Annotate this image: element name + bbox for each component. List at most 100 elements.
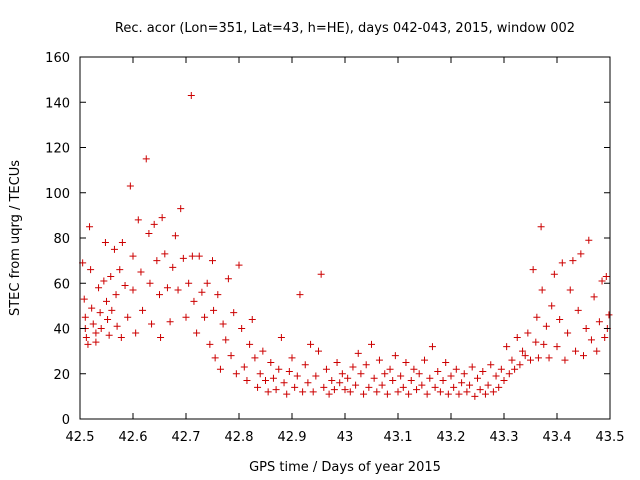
data-point [474,374,481,382]
x-tick-label: 43.2 [437,430,466,445]
data-point [463,388,471,396]
data-point [113,322,121,330]
data-point [336,379,344,387]
data-point [254,383,262,391]
data-point [580,352,587,360]
y-tick-label: 140 [45,96,70,111]
data-point [410,365,418,373]
data-point [577,250,585,258]
data-point [188,252,196,260]
data-point [533,313,541,321]
data-point [104,315,112,323]
data-point [545,354,553,362]
data-point [285,367,293,375]
data-point [386,365,394,373]
data-point [328,377,336,385]
data-point [428,343,436,351]
data-point [110,245,118,253]
data-point [124,313,132,321]
data-point [492,372,500,380]
data-point [246,340,254,348]
data-point [81,313,89,321]
data-point [519,347,527,355]
data-point [235,261,243,269]
data-point [158,214,166,222]
data-point [439,377,447,385]
data-point [532,338,540,346]
data-point [550,270,558,278]
data-point [206,340,214,348]
data-point [142,155,150,163]
data-point [423,390,431,398]
data-point [521,352,529,360]
data-point [452,365,460,373]
data-point [101,239,109,247]
data-point [540,340,548,348]
data-point [201,313,209,321]
data-point [538,286,546,294]
data-point [442,358,450,366]
data-point [602,272,610,280]
data-point [92,338,100,346]
data-point [307,340,315,348]
data-point [370,374,378,382]
data-point [378,381,386,389]
data-point [179,254,187,262]
data-point [479,367,487,375]
data-point [137,268,145,276]
data-point [375,356,383,364]
data-point [203,279,211,287]
data-point [534,354,542,362]
data-point [561,356,569,364]
data-point [177,205,185,213]
data-point [585,236,593,244]
data-point [421,356,428,364]
data-point [402,358,410,366]
data-point [95,284,103,292]
data-point [148,320,156,328]
data-point [190,297,198,305]
data-point [87,266,95,274]
data-point [542,322,550,330]
y-tick-label: 0 [62,413,70,428]
data-point [118,239,126,247]
data-point [174,286,182,294]
data-point [434,367,442,375]
data-point [511,365,519,373]
data-point [598,277,606,285]
data-point [92,329,100,337]
chart-title: Rec. acor (Lon=351, Lat=43, h=HE), days … [115,21,575,36]
data-point [248,315,256,323]
data-point [548,302,556,310]
data-point [185,279,193,287]
data-point [134,216,142,224]
data-point [503,343,511,351]
data-point [315,347,322,355]
data-point [605,311,613,319]
data-point [587,336,595,344]
data-point [251,354,259,362]
data-point [86,223,94,231]
data-point [150,220,158,228]
data-point [283,390,291,398]
data-point [516,361,524,369]
data-point [216,365,224,373]
data-point [161,250,169,258]
y-axis: 0 20 40 60 80 100 120 140 160 [45,51,610,428]
data-point [238,325,246,332]
data-point [460,370,468,378]
data-point [214,291,222,299]
data-point [107,272,115,280]
data-point [391,352,399,360]
data-point [129,252,137,260]
data-point [500,377,508,385]
data-point [572,347,580,355]
y-tick-label: 60 [53,277,70,292]
data-point [299,388,307,396]
data-point [405,390,413,398]
data-point [230,309,238,317]
data-point [145,229,153,237]
data-point [582,325,590,332]
data-point [590,293,598,301]
